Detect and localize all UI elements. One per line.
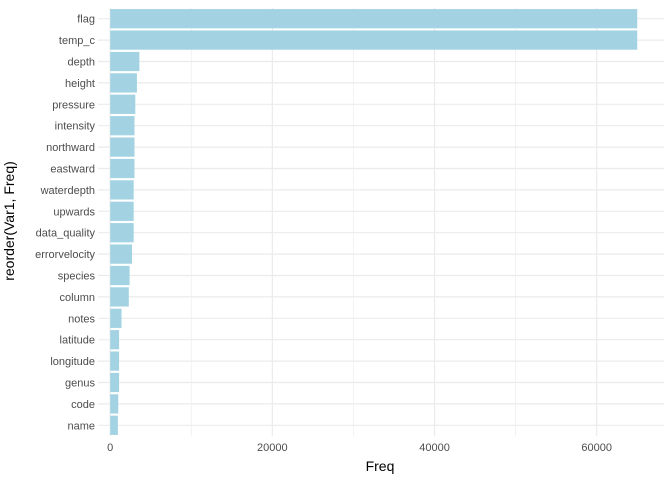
- y-tick-label: name: [67, 420, 95, 432]
- x-axis-title: Freq: [366, 458, 395, 474]
- y-tick-label: column: [60, 292, 95, 304]
- bar-name: [110, 415, 118, 435]
- bar-longitude: [110, 351, 120, 371]
- x-tick-labels: 0 20000 40000 60000: [107, 442, 612, 454]
- y-tick-label: errorvelocity: [35, 249, 95, 261]
- y-tick-label: longitude: [50, 356, 95, 368]
- bar-pressure: [110, 94, 136, 114]
- bar-species: [110, 265, 130, 286]
- bar-data_quality: [110, 223, 134, 243]
- bar-height: [110, 73, 137, 93]
- y-tick-label: notes: [68, 313, 95, 325]
- y-tick-label: temp_c: [59, 35, 96, 47]
- y-tick-label: intensity: [55, 121, 96, 133]
- bar-waterdepth: [110, 180, 134, 200]
- bar-eastward: [110, 158, 135, 179]
- y-tick-label: eastward: [50, 164, 95, 176]
- bar-latitude: [110, 330, 120, 350]
- x-tick-label: 0: [107, 442, 113, 454]
- y-axis-title: reorder(Var1, Freq): [1, 161, 17, 281]
- bar-flag: [110, 9, 638, 29]
- y-tick-label: latitude: [60, 335, 95, 347]
- bar-intensity: [110, 116, 135, 136]
- bar-notes: [110, 308, 122, 328]
- x-tick-label: 60000: [581, 442, 612, 454]
- x-tick-label: 40000: [419, 442, 450, 454]
- bar-temp_c: [110, 30, 638, 50]
- bar-upwards: [110, 201, 134, 221]
- x-tick-label: 20000: [257, 442, 288, 454]
- bar-code: [110, 394, 119, 414]
- bar-column: [110, 287, 129, 307]
- y-tick-label: flag: [77, 14, 95, 26]
- y-tick-label: data_quality: [36, 228, 96, 240]
- y-tick-label: depth: [67, 57, 95, 69]
- y-tick-label: waterdepth: [40, 185, 95, 197]
- bars: [110, 9, 638, 435]
- y-tick-label: pressure: [52, 99, 95, 111]
- y-tick-label: northward: [46, 142, 95, 154]
- bar-northward: [110, 137, 135, 157]
- bar-depth: [110, 51, 140, 72]
- y-tick-label: code: [71, 399, 95, 411]
- bar-genus: [110, 372, 120, 393]
- bar-errorvelocity: [110, 244, 133, 264]
- gridlines: [98, 8, 664, 436]
- y-tick-label: height: [65, 78, 95, 90]
- y-tick-label: upwards: [53, 206, 95, 218]
- y-tick-label: genus: [65, 378, 95, 390]
- y-tick-label: species: [58, 271, 96, 283]
